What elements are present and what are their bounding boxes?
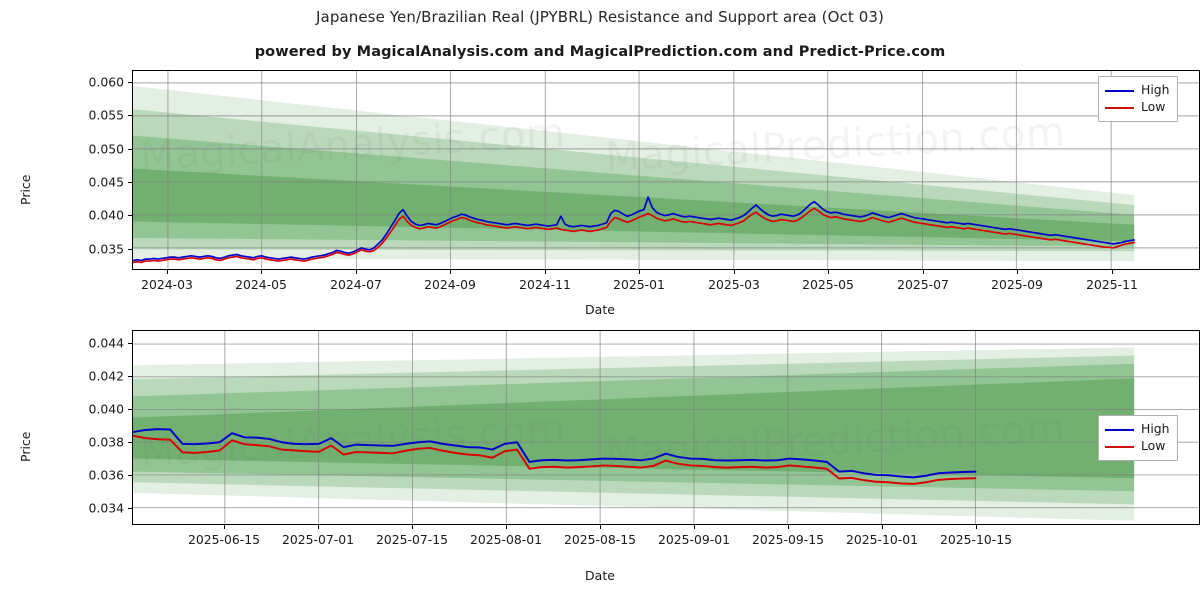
y-tick-label: 0.042 bbox=[88, 368, 124, 384]
y-tick-mark bbox=[128, 182, 132, 183]
y-tick-label: 0.060 bbox=[88, 74, 124, 90]
y-tick-mark bbox=[128, 215, 132, 217]
x-tick-label: 2025-07 bbox=[897, 277, 949, 292]
x-tick-label: 2025-09-01 bbox=[657, 532, 731, 547]
y-tick-mark bbox=[128, 343, 132, 345]
legend-low-label: Low bbox=[1141, 438, 1166, 454]
legend-low-swatch bbox=[1105, 106, 1134, 109]
y-tick-mark bbox=[128, 82, 132, 83]
x-tick-label: 2025-08-01 bbox=[469, 532, 543, 547]
y-tick-label: 0.040 bbox=[88, 207, 124, 223]
x-tick-label: 2025-01 bbox=[613, 277, 665, 292]
y-tick-mark bbox=[128, 148, 132, 150]
x-tick-label: 2024-09 bbox=[424, 277, 476, 292]
x-tick-mark bbox=[224, 525, 225, 529]
y-tick-mark bbox=[128, 475, 132, 477]
x-tick-label: 2025-05 bbox=[802, 277, 854, 292]
top-chart-panel bbox=[132, 70, 1200, 270]
y-tick-label: 0.040 bbox=[88, 401, 124, 417]
x-tick-label: 2025-08-15 bbox=[563, 532, 637, 547]
page-subtitle: powered by MagicalAnalysis.com and Magic… bbox=[254, 44, 946, 60]
legend-high-label: High bbox=[1141, 82, 1170, 98]
x-tick-label: 2025-03 bbox=[708, 277, 760, 292]
legend-row-high: High bbox=[1105, 82, 1169, 99]
legend-high-swatch bbox=[1105, 89, 1134, 92]
top-legend: High Low bbox=[1098, 76, 1179, 122]
x-tick-mark bbox=[694, 525, 695, 529]
x-tick-mark bbox=[356, 270, 357, 274]
x-tick-mark bbox=[506, 525, 507, 529]
x-tick-label: 2025-07-01 bbox=[281, 532, 355, 547]
y-tick-mark bbox=[128, 376, 132, 378]
x-tick-label: 2024-07 bbox=[330, 277, 382, 292]
legend-row-low: Low bbox=[1105, 438, 1169, 455]
x-tick-mark bbox=[923, 270, 924, 274]
y-tick-mark bbox=[128, 442, 132, 444]
x-tick-mark bbox=[976, 525, 977, 529]
x-tick-label: 2025-07-15 bbox=[375, 532, 449, 547]
y-tick-mark bbox=[128, 409, 132, 411]
bottom-y-axis-label: Price bbox=[18, 431, 33, 463]
x-tick-mark bbox=[412, 525, 413, 529]
bottom-chart-panel bbox=[132, 330, 1200, 525]
page-title: Japanese Yen/Brazilian Real (JPYBRL) Res… bbox=[316, 8, 884, 26]
legend-row-high: High bbox=[1105, 421, 1169, 438]
top-price-lines bbox=[133, 196, 1135, 264]
top-gridlines bbox=[133, 71, 1199, 269]
bottom-price-lines bbox=[133, 428, 977, 485]
y-tick-label: 0.038 bbox=[88, 434, 124, 450]
y-tick-label: 0.055 bbox=[88, 107, 124, 123]
x-tick-label: 2025-09 bbox=[991, 277, 1043, 292]
y-tick-label: 0.050 bbox=[88, 141, 124, 157]
legend-high-label: High bbox=[1141, 421, 1170, 437]
x-tick-mark bbox=[734, 270, 735, 274]
y-tick-mark bbox=[128, 115, 132, 117]
x-tick-label: 2025-10-15 bbox=[939, 532, 1013, 547]
x-tick-mark bbox=[639, 270, 640, 274]
x-tick-mark bbox=[882, 525, 883, 529]
top-y-axis-label: Price bbox=[18, 174, 33, 206]
x-tick-mark bbox=[261, 270, 262, 274]
y-tick-mark bbox=[128, 508, 132, 510]
y-tick-label: 0.044 bbox=[88, 335, 124, 351]
x-tick-label: 2025-06-15 bbox=[187, 532, 261, 547]
bottom-legend: High Low bbox=[1098, 415, 1179, 461]
x-tick-mark bbox=[450, 270, 451, 274]
y-tick-label: 0.045 bbox=[88, 174, 124, 190]
bottom-x-axis-label: Date bbox=[585, 568, 615, 583]
bottom-support-resistance-bands bbox=[133, 347, 1135, 521]
x-tick-mark bbox=[1017, 270, 1018, 274]
x-tick-label: 2025-11 bbox=[1086, 277, 1138, 292]
y-tick-label: 0.035 bbox=[88, 241, 124, 257]
x-tick-mark bbox=[828, 270, 829, 274]
x-tick-label: 2025-09-15 bbox=[751, 532, 825, 547]
legend-low-label: Low bbox=[1141, 99, 1166, 115]
x-tick-label: 2024-11 bbox=[519, 277, 571, 292]
x-tick-label: 2025-10-01 bbox=[845, 532, 919, 547]
y-tick-label: 0.036 bbox=[88, 467, 124, 483]
x-tick-mark bbox=[600, 525, 601, 529]
x-tick-mark bbox=[788, 525, 789, 529]
legend-low-swatch bbox=[1105, 445, 1134, 448]
top-x-axis-label: Date bbox=[585, 302, 615, 317]
x-tick-mark bbox=[167, 270, 168, 274]
legend-row-low: Low bbox=[1105, 99, 1169, 116]
x-tick-label: 2024-05 bbox=[235, 277, 287, 292]
legend-high-swatch bbox=[1105, 428, 1134, 431]
x-tick-mark bbox=[1112, 270, 1113, 274]
x-tick-mark bbox=[545, 270, 546, 274]
bottom-gridlines bbox=[133, 331, 1199, 524]
top-plot-frame bbox=[132, 70, 1200, 270]
y-tick-mark bbox=[128, 248, 132, 250]
y-tick-label: 0.034 bbox=[88, 500, 124, 516]
bottom-plot-frame bbox=[132, 330, 1200, 525]
x-tick-label: 2024-03 bbox=[141, 277, 193, 292]
x-tick-mark bbox=[318, 525, 319, 529]
